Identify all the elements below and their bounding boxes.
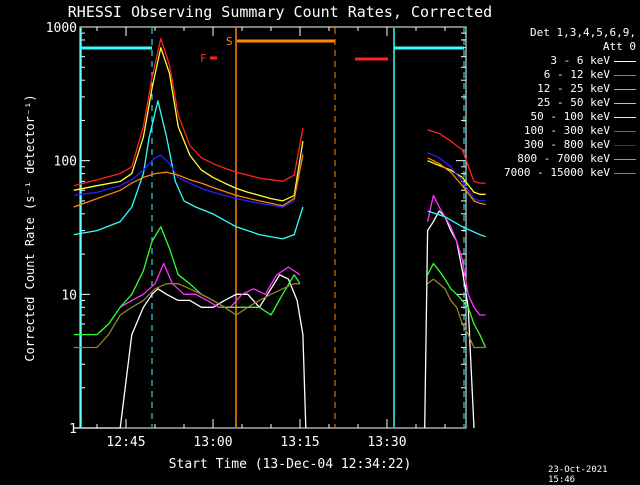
legend-entry: 6 - 12 keV	[478, 68, 636, 82]
legend-swatch	[614, 158, 636, 160]
annotation-label: S	[226, 35, 233, 48]
legend-entry-label: 100 - 300 keV	[523, 124, 610, 137]
series-line	[73, 274, 307, 429]
legend-entry: 7000 - 15000 keV	[478, 166, 636, 180]
plot-frame	[79, 26, 467, 429]
legend-entry-label: 6 - 12 keV	[543, 68, 610, 81]
legend-entry-label: 800 - 7000 keV	[517, 152, 610, 165]
x-tick-label: 12:45	[106, 435, 145, 450]
legend-entry-label: 12 - 25 keV	[537, 82, 610, 95]
legend-entry: 300 - 800 keV	[478, 138, 636, 152]
x-axis-label: Start Time (13-Dec-04 12:34:22)	[169, 457, 412, 472]
legend-header-line-2: Att 0	[602, 40, 636, 53]
series-line	[73, 154, 304, 208]
series-line	[119, 262, 301, 308]
y-axis-label: Corrected Count Rate (s⁻¹ detector⁻¹)	[23, 94, 37, 361]
legend-rows: 3 - 6 keV 6 - 12 keV 12 - 25 keV 25 - 50 ke…	[478, 54, 636, 180]
y-tick-label: 1	[69, 422, 77, 437]
footer-timestamp: 23-Oct-2021 15:46	[548, 465, 608, 485]
legend-entry-label: 300 - 800 keV	[523, 138, 610, 151]
legend-entry: 25 - 50 keV	[478, 96, 636, 110]
series-line	[73, 152, 304, 208]
series-line	[427, 157, 486, 206]
x-tick-label: 13:00	[193, 435, 232, 450]
series-line	[426, 194, 486, 316]
series-line	[427, 129, 486, 184]
legend-header-line-1: Det 1,3,4,5,6,9,	[530, 26, 636, 39]
legend-entry-label: 25 - 50 keV	[537, 96, 610, 109]
y-tick-label: 10	[61, 288, 77, 303]
series-line	[424, 210, 475, 429]
annotation-label: F	[200, 52, 207, 65]
series-line	[427, 160, 486, 195]
legend-swatch	[614, 60, 636, 62]
legend-entry-label: 50 - 100 keV	[530, 110, 610, 123]
legend-entry: 50 - 100 keV	[478, 110, 636, 124]
series-line	[73, 283, 300, 349]
x-tick-label: 13:30	[367, 435, 406, 450]
legend-swatch	[614, 130, 636, 132]
series-line	[427, 210, 486, 238]
legend-entry: 12 - 25 keV	[478, 82, 636, 96]
legend-swatch	[614, 144, 636, 146]
series-line	[427, 262, 487, 348]
series-line	[73, 100, 304, 240]
legend-entry-label: 7000 - 15000 keV	[504, 166, 610, 179]
series-line	[73, 37, 304, 187]
y-tick-label: 100	[54, 155, 77, 170]
legend-swatch	[614, 172, 636, 174]
series-line	[427, 278, 486, 349]
plot-content: 1 10 100 1000 12:45 13:00 13:15 13:30 S F	[46, 21, 487, 450]
y-tick-label: 1000	[46, 21, 77, 36]
legend-entry: 3 - 6 keV	[478, 54, 636, 68]
legend: Det 1,3,4,5,6,9, Att 0 3 - 6 keV 6 - 12 k…	[478, 26, 636, 180]
legend-swatch	[614, 74, 636, 76]
legend-entry-label: 3 - 6 keV	[550, 54, 610, 67]
chart-title: RHESSI Observing Summary Count Rates, Co…	[68, 3, 492, 21]
legend-entry: 100 - 300 keV	[478, 124, 636, 138]
legend-swatch	[614, 116, 636, 118]
x-tick-label: 13:15	[280, 435, 319, 450]
legend-entry: 800 - 7000 keV	[478, 152, 636, 166]
series-line	[73, 47, 304, 202]
legend-swatch	[614, 102, 636, 104]
legend-swatch	[614, 88, 636, 90]
series-line	[73, 226, 301, 336]
series-line	[427, 152, 486, 202]
